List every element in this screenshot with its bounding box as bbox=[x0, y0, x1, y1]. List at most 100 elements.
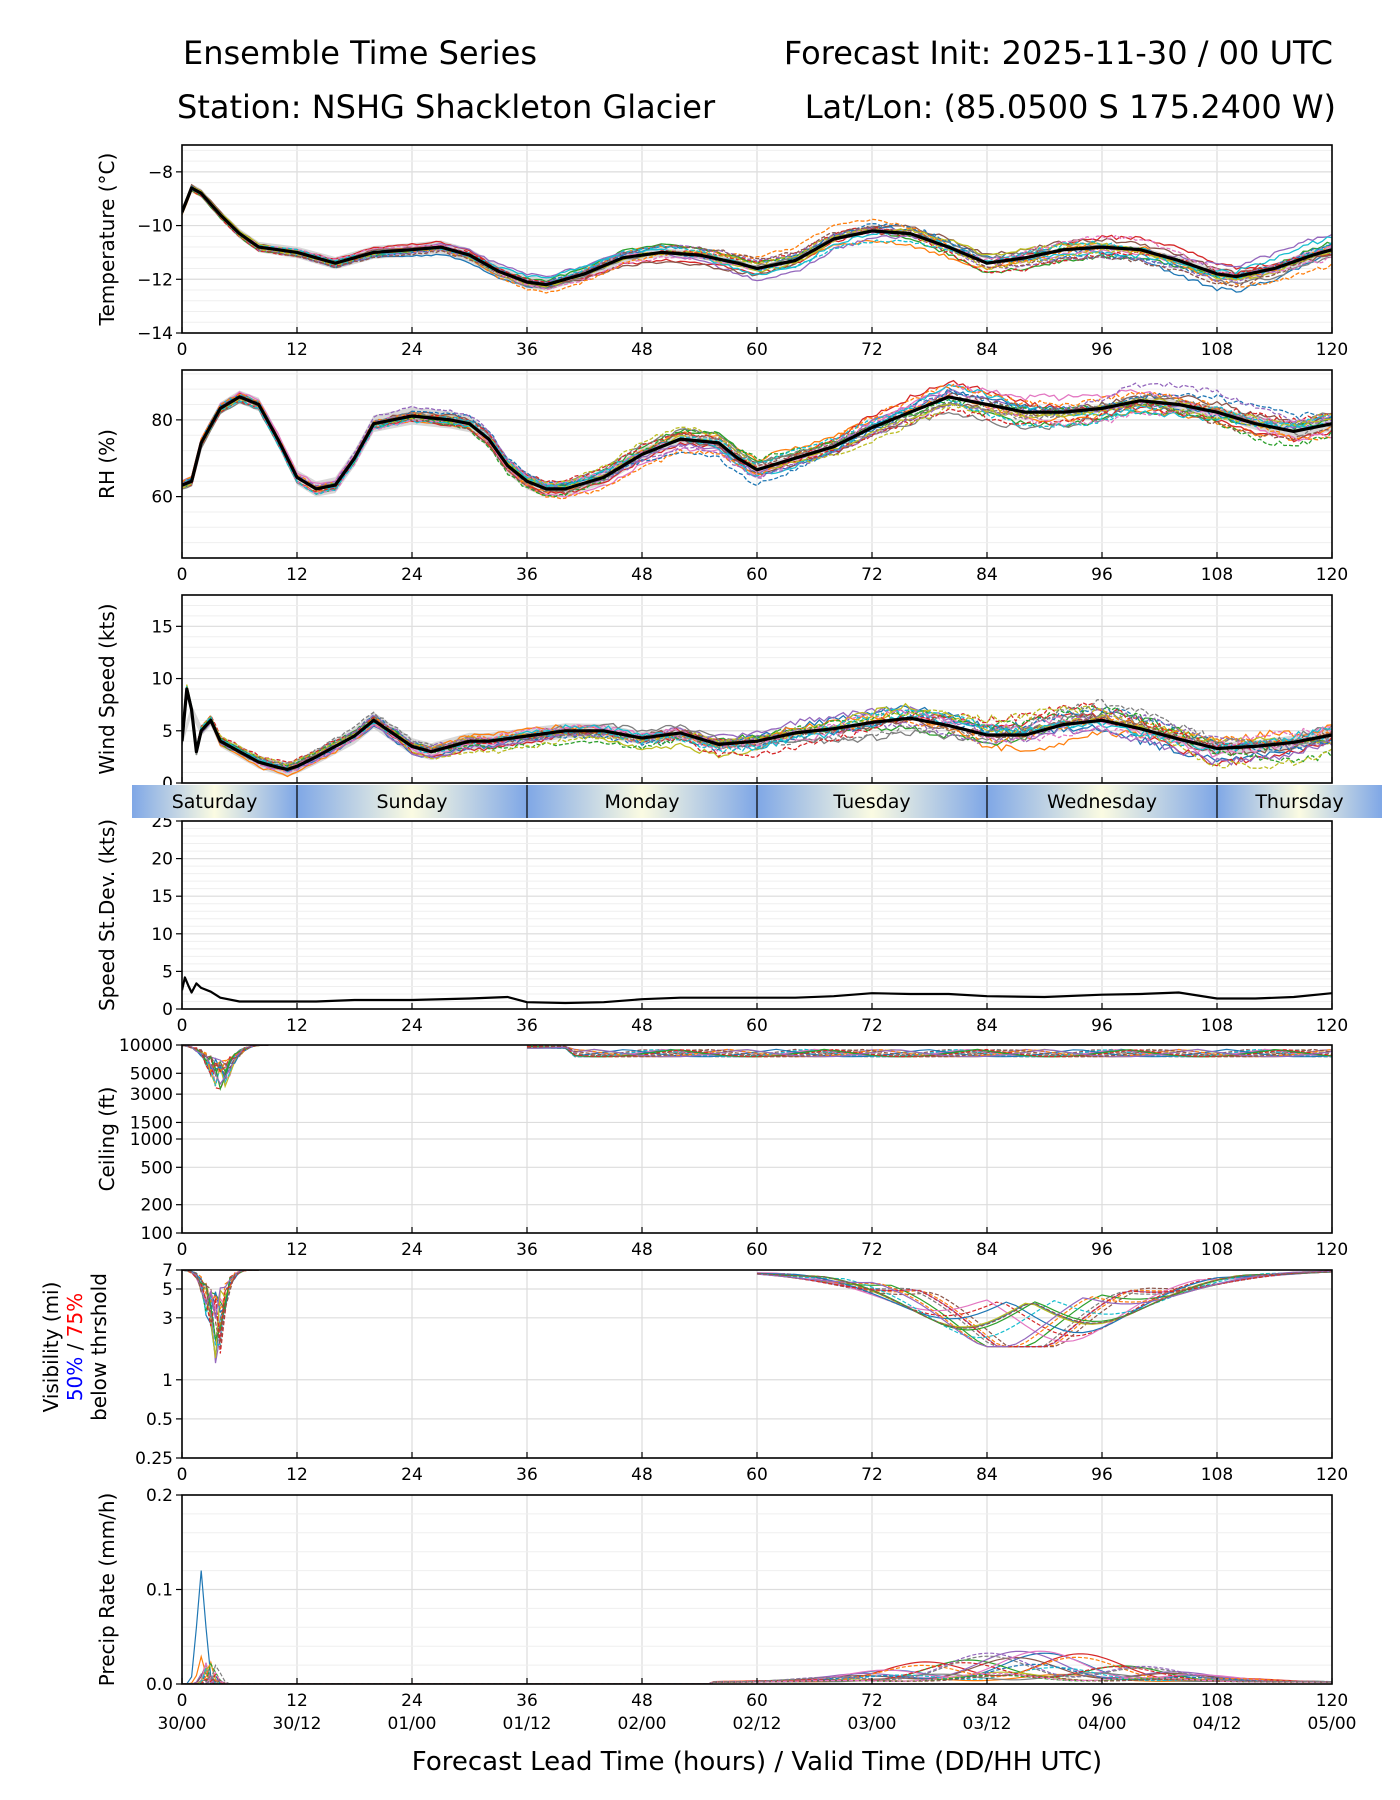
plot-area-temp bbox=[182, 183, 1332, 294]
valid-time-label: 02/00 bbox=[618, 1714, 667, 1734]
y-tick-label: −10 bbox=[137, 217, 173, 237]
x-tick-label: 0 bbox=[177, 1016, 188, 1036]
valid-time-label: 30/00 bbox=[158, 1714, 207, 1734]
day-label: Tuesday bbox=[832, 791, 910, 813]
y-tick-label: 80 bbox=[151, 411, 173, 431]
threshold-label: below thrshold bbox=[87, 1273, 111, 1421]
x-tick-label: 108 bbox=[1201, 1016, 1233, 1036]
day-band bbox=[1217, 785, 1382, 818]
pct-slash: / bbox=[63, 1337, 87, 1356]
x-tick-label: 0 bbox=[177, 1240, 188, 1260]
station-latlon: Lat/Lon: (85.0500 S 175.2400 W) bbox=[805, 88, 1336, 126]
y-tick-label: 0.25 bbox=[135, 1449, 173, 1469]
x-tick-label: 84 bbox=[976, 1016, 998, 1036]
x-tick-label: 48 bbox=[631, 340, 653, 360]
valid-time-label: 01/00 bbox=[388, 1714, 437, 1734]
ensemble-member bbox=[182, 689, 1332, 765]
y-axis-label: Precip Rate (mm/h) bbox=[95, 1493, 119, 1687]
pct50-label: 50% bbox=[63, 1357, 87, 1401]
y-tick-label: −8 bbox=[148, 163, 173, 183]
valid-time-label: 30/12 bbox=[273, 1714, 322, 1734]
y-tick-label: 0.5 bbox=[146, 1410, 173, 1430]
x-tick-label: 120 bbox=[1316, 340, 1348, 360]
x-tick-label: 72 bbox=[861, 340, 883, 360]
ensemble-member bbox=[182, 688, 1332, 771]
ensemble-member bbox=[182, 688, 1332, 774]
y-tick-label: −14 bbox=[137, 324, 173, 344]
visibility-pct-label: 50% / 75% bbox=[63, 1293, 87, 1401]
y-tick-label: 0 bbox=[162, 1000, 173, 1020]
x-tick-label: 36 bbox=[516, 340, 538, 360]
ensemble-member bbox=[182, 690, 1332, 771]
x-tick-label: 72 bbox=[861, 565, 883, 585]
x-tick-label: 36 bbox=[516, 1240, 538, 1260]
ensemble-mean-line bbox=[182, 186, 1332, 287]
x-tick-label: 36 bbox=[516, 1016, 538, 1036]
ensemble-mean-line bbox=[182, 976, 1332, 1005]
y-tick-label: 7 bbox=[162, 1261, 173, 1281]
y-tick-label: 15 bbox=[151, 887, 173, 907]
y-tick-label: 500 bbox=[141, 1158, 173, 1178]
x-tick-label: 24 bbox=[401, 1016, 423, 1036]
visibility-legend: Visibility (mi) 50% / 75% below thrshold bbox=[39, 1273, 111, 1421]
x-tick-label: 84 bbox=[976, 565, 998, 585]
y-axis-label: Speed St.Dev. (kts) bbox=[95, 819, 119, 1011]
ensemble-member bbox=[182, 188, 1332, 286]
x-tick-label: 12 bbox=[286, 340, 308, 360]
x-tick-label: 60 bbox=[746, 1691, 768, 1711]
visibility-member bbox=[756, 1270, 1332, 1348]
ensemble-mean-line bbox=[182, 395, 1332, 491]
x-tick-label: 96 bbox=[1091, 565, 1113, 585]
x-tick-label: 72 bbox=[861, 1691, 883, 1711]
x-tick-label: 36 bbox=[516, 1691, 538, 1711]
x-tick-label: 108 bbox=[1201, 1465, 1233, 1485]
day-strip: Saturday Sunday Monday Tuesday Wednesday Thur… bbox=[132, 785, 1382, 818]
y-tick-label: 60 bbox=[151, 488, 173, 508]
x-tick-label: 96 bbox=[1091, 1240, 1113, 1260]
x-tick-label: 72 bbox=[861, 1465, 883, 1485]
day-label: Monday bbox=[604, 791, 679, 813]
spread-band bbox=[182, 390, 1332, 497]
y-tick-label: −12 bbox=[137, 270, 173, 290]
pct75-label: 75% bbox=[63, 1293, 87, 1337]
valid-time-label: 03/12 bbox=[963, 1714, 1012, 1734]
x-tick-label: 24 bbox=[401, 340, 423, 360]
visibility-member bbox=[756, 1271, 1332, 1339]
y-tick-label: 200 bbox=[141, 1196, 173, 1216]
y-tick-label: 3 bbox=[162, 1309, 173, 1329]
x-tick-label: 48 bbox=[631, 1691, 653, 1711]
ceiling-member-early bbox=[182, 1045, 269, 1070]
day-label: Saturday bbox=[172, 791, 258, 813]
y-tick-label: 5 bbox=[162, 722, 173, 742]
y-tick-label: 20 bbox=[151, 850, 173, 870]
ceiling-member bbox=[526, 1045, 1332, 1058]
day-band bbox=[757, 785, 987, 818]
valid-time-label: 02/12 bbox=[733, 1714, 782, 1734]
ceiling-member bbox=[526, 1045, 1332, 1058]
x-tick-label: 48 bbox=[631, 1016, 653, 1036]
y-tick-label: 0.1 bbox=[146, 1581, 173, 1601]
ensemble-member bbox=[182, 391, 1332, 496]
y-axis-label: Wind Speed (kts) bbox=[95, 603, 119, 774]
plot-area-ceil bbox=[182, 1045, 1332, 1091]
y-tick-label: 10000 bbox=[119, 1036, 173, 1056]
y-tick-label: 0.2 bbox=[146, 1486, 173, 1506]
ensemble-member bbox=[182, 187, 1332, 288]
y-tick-label: 5000 bbox=[130, 1064, 173, 1084]
ceiling-member bbox=[526, 1047, 1332, 1058]
y-tick-label: 100 bbox=[141, 1224, 173, 1244]
panel-vis: 0.25 0.5 1 3 57 0 12 24 36 48 60 72 84 96 108 120 bbox=[135, 1261, 1348, 1485]
x-tick-label: 60 bbox=[746, 1240, 768, 1260]
x-tick-label: 60 bbox=[746, 1016, 768, 1036]
day-label: Thursday bbox=[1254, 791, 1343, 813]
plot-area-sd bbox=[182, 976, 1332, 1005]
y-tick-label: 1500 bbox=[130, 1113, 173, 1133]
valid-time-label: 04/12 bbox=[1193, 1714, 1242, 1734]
ceiling-member bbox=[526, 1046, 1332, 1058]
y-axis-label: Temperature (°C) bbox=[95, 153, 119, 327]
day-band bbox=[132, 785, 297, 818]
visibility-member bbox=[756, 1271, 1332, 1343]
